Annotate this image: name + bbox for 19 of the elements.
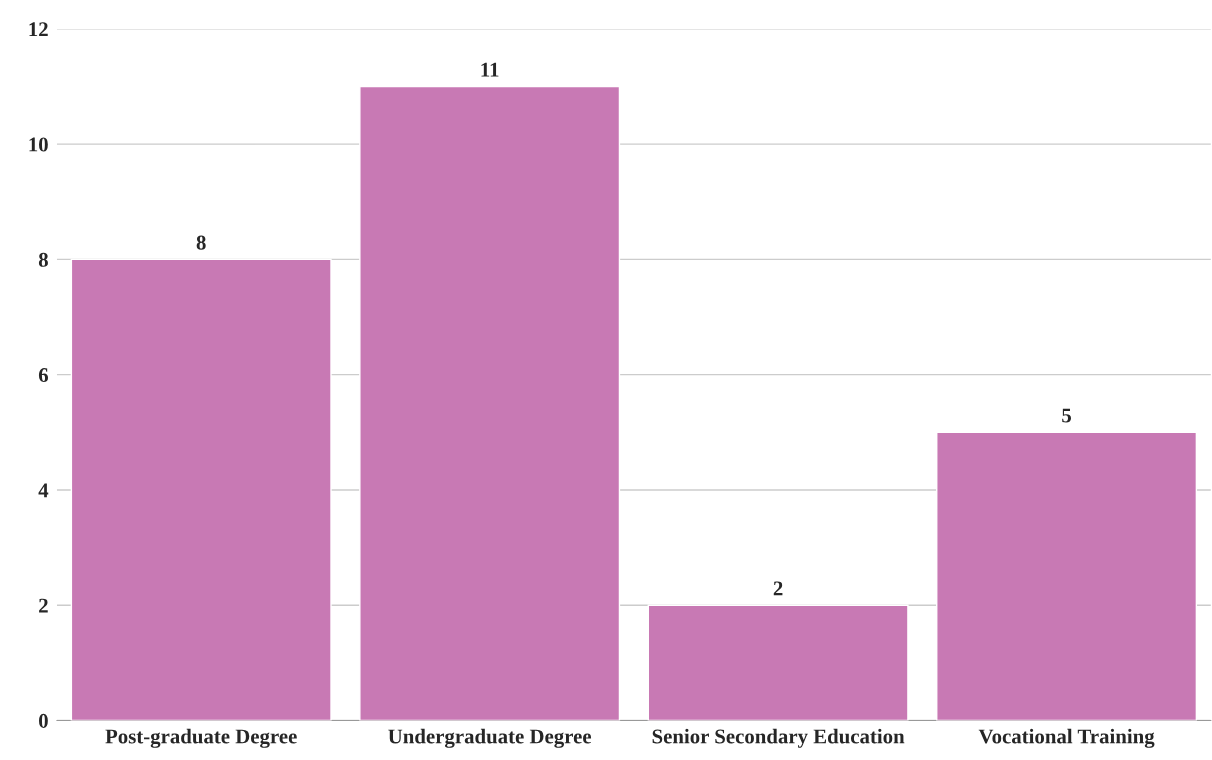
x-tick-label: Vocational Training <box>978 728 1155 748</box>
y-tick-label: 2 <box>39 598 48 613</box>
y-tick-label: 6 <box>38 368 49 383</box>
y-tick-label: 12 <box>29 22 48 37</box>
x-tick-label: Post-graduate Degree <box>105 728 297 748</box>
data-label: 5 <box>1062 408 1072 423</box>
y-tick-label: 0 <box>39 713 48 728</box>
data-label: 2 <box>773 581 783 596</box>
data-label: 8 <box>196 235 206 250</box>
bar <box>70 258 332 721</box>
bar <box>359 85 621 721</box>
bar <box>647 604 909 721</box>
y-tick-label: 4 <box>38 483 49 498</box>
y-tick-label: 10 <box>29 137 48 152</box>
y-tick-label: 8 <box>38 252 48 267</box>
x-tick-label: Senior Secondary Education <box>652 728 905 748</box>
bar <box>936 431 1198 721</box>
data-label: 11 <box>481 62 499 77</box>
x-tick-label: Undergraduate Degree <box>388 728 592 748</box>
